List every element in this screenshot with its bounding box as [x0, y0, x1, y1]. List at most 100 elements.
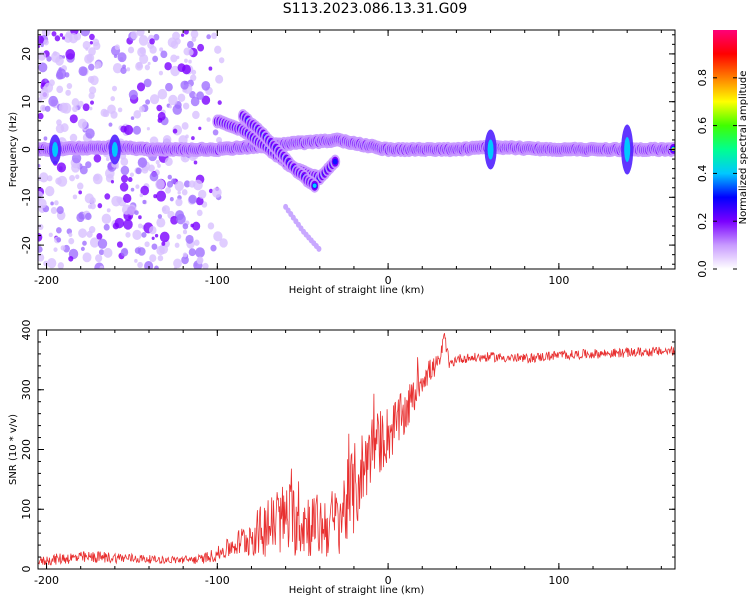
noise-blob — [66, 82, 73, 90]
noise-blob — [89, 106, 93, 111]
noise-blob — [195, 196, 204, 206]
noise-blob — [201, 95, 211, 105]
noise-blob — [119, 182, 129, 192]
noise-blob — [82, 252, 92, 263]
noise-blob — [42, 86, 48, 92]
x-tick-label: -100 — [205, 274, 230, 287]
noise-blob — [139, 105, 145, 113]
noise-blob — [69, 133, 78, 142]
noise-blob — [206, 34, 211, 40]
noise-blob — [167, 37, 177, 48]
noise-blob — [88, 63, 95, 71]
noise-blob — [55, 56, 64, 66]
noise-blob — [121, 174, 129, 183]
noise-blob — [132, 125, 141, 135]
noise-blob — [196, 91, 205, 100]
noise-blob — [89, 40, 93, 45]
noise-blob — [43, 260, 49, 267]
noise-blob — [120, 165, 130, 176]
snr-frame — [37, 329, 676, 570]
colorbar-tick-label: 0.8 — [696, 69, 709, 87]
y-tick-label: 0 — [20, 566, 33, 573]
noise-blob — [134, 210, 139, 216]
noise-blob — [197, 43, 205, 52]
noise-blob — [135, 167, 142, 175]
noise-blob — [157, 255, 164, 262]
noise-blob — [212, 129, 219, 136]
noise-blob — [170, 54, 178, 63]
noise-blob — [85, 212, 92, 221]
noise-blob — [69, 114, 78, 124]
noise-blob — [149, 171, 159, 182]
noise-blob — [133, 110, 142, 119]
noise-blob — [211, 187, 222, 198]
noise-blob — [101, 213, 112, 225]
noise-blob — [149, 45, 157, 54]
noise-blob — [78, 66, 88, 77]
noise-blob — [153, 33, 160, 41]
noise-blob — [149, 94, 160, 105]
noise-blob — [157, 117, 163, 123]
noise-blob — [152, 55, 159, 63]
noise-blob — [165, 82, 173, 92]
noise-blob — [187, 48, 194, 56]
noise-blob — [110, 96, 115, 102]
y-tick-label: 20 — [20, 47, 33, 61]
noise-blob — [53, 247, 58, 252]
noise-blob — [172, 128, 178, 134]
noise-blob — [188, 248, 196, 257]
ridge-bulge-core — [52, 142, 59, 157]
noise-blob — [176, 234, 182, 240]
noise-blob — [43, 39, 49, 46]
noise-blob — [68, 232, 73, 237]
noise-blob — [177, 190, 181, 195]
noise-blob — [190, 96, 200, 107]
noise-blob — [97, 203, 103, 209]
tail-blob — [316, 245, 322, 252]
noise-blob — [76, 212, 85, 223]
noise-blob — [181, 255, 189, 265]
noise-blob — [187, 40, 194, 49]
noise-blob — [157, 88, 168, 100]
noise-blob — [38, 253, 45, 262]
noise-blob — [164, 157, 173, 167]
noise-blob — [195, 247, 205, 258]
noise-blob — [38, 198, 47, 209]
noise-blob — [39, 88, 49, 100]
noise-blob — [46, 175, 53, 182]
noise-blob — [40, 104, 47, 112]
noise-blob — [207, 222, 215, 230]
noise-blob — [139, 193, 144, 198]
noise-blob — [191, 36, 197, 42]
noise-blob — [99, 265, 104, 269]
noise-blob — [137, 261, 143, 269]
noise-blob — [61, 102, 72, 114]
noise-blob — [208, 188, 213, 194]
noise-blob — [132, 229, 142, 240]
noise-blob — [183, 180, 191, 188]
noise-blob — [174, 242, 180, 248]
noise-blob — [111, 85, 118, 92]
noise-blob — [38, 190, 44, 201]
noise-blob — [157, 163, 161, 168]
noise-blob — [60, 123, 69, 133]
noise-blob — [38, 245, 43, 253]
noise-blob — [182, 223, 189, 230]
y-tick-label: 0 — [20, 146, 33, 153]
noise-blob — [156, 217, 166, 228]
ridge-bulge-core — [624, 137, 631, 162]
noise-blob — [120, 67, 127, 74]
noise-blob — [96, 233, 103, 240]
noise-blob — [141, 232, 147, 238]
noise-blob — [176, 213, 186, 225]
noise-blob — [202, 262, 209, 269]
noise-blob — [78, 228, 87, 238]
noise-blob — [146, 126, 150, 131]
noise-blob — [54, 35, 61, 42]
noise-blob — [95, 254, 103, 263]
noise-blob — [79, 165, 88, 175]
noise-blob — [211, 32, 218, 40]
noise-blob — [38, 112, 44, 120]
